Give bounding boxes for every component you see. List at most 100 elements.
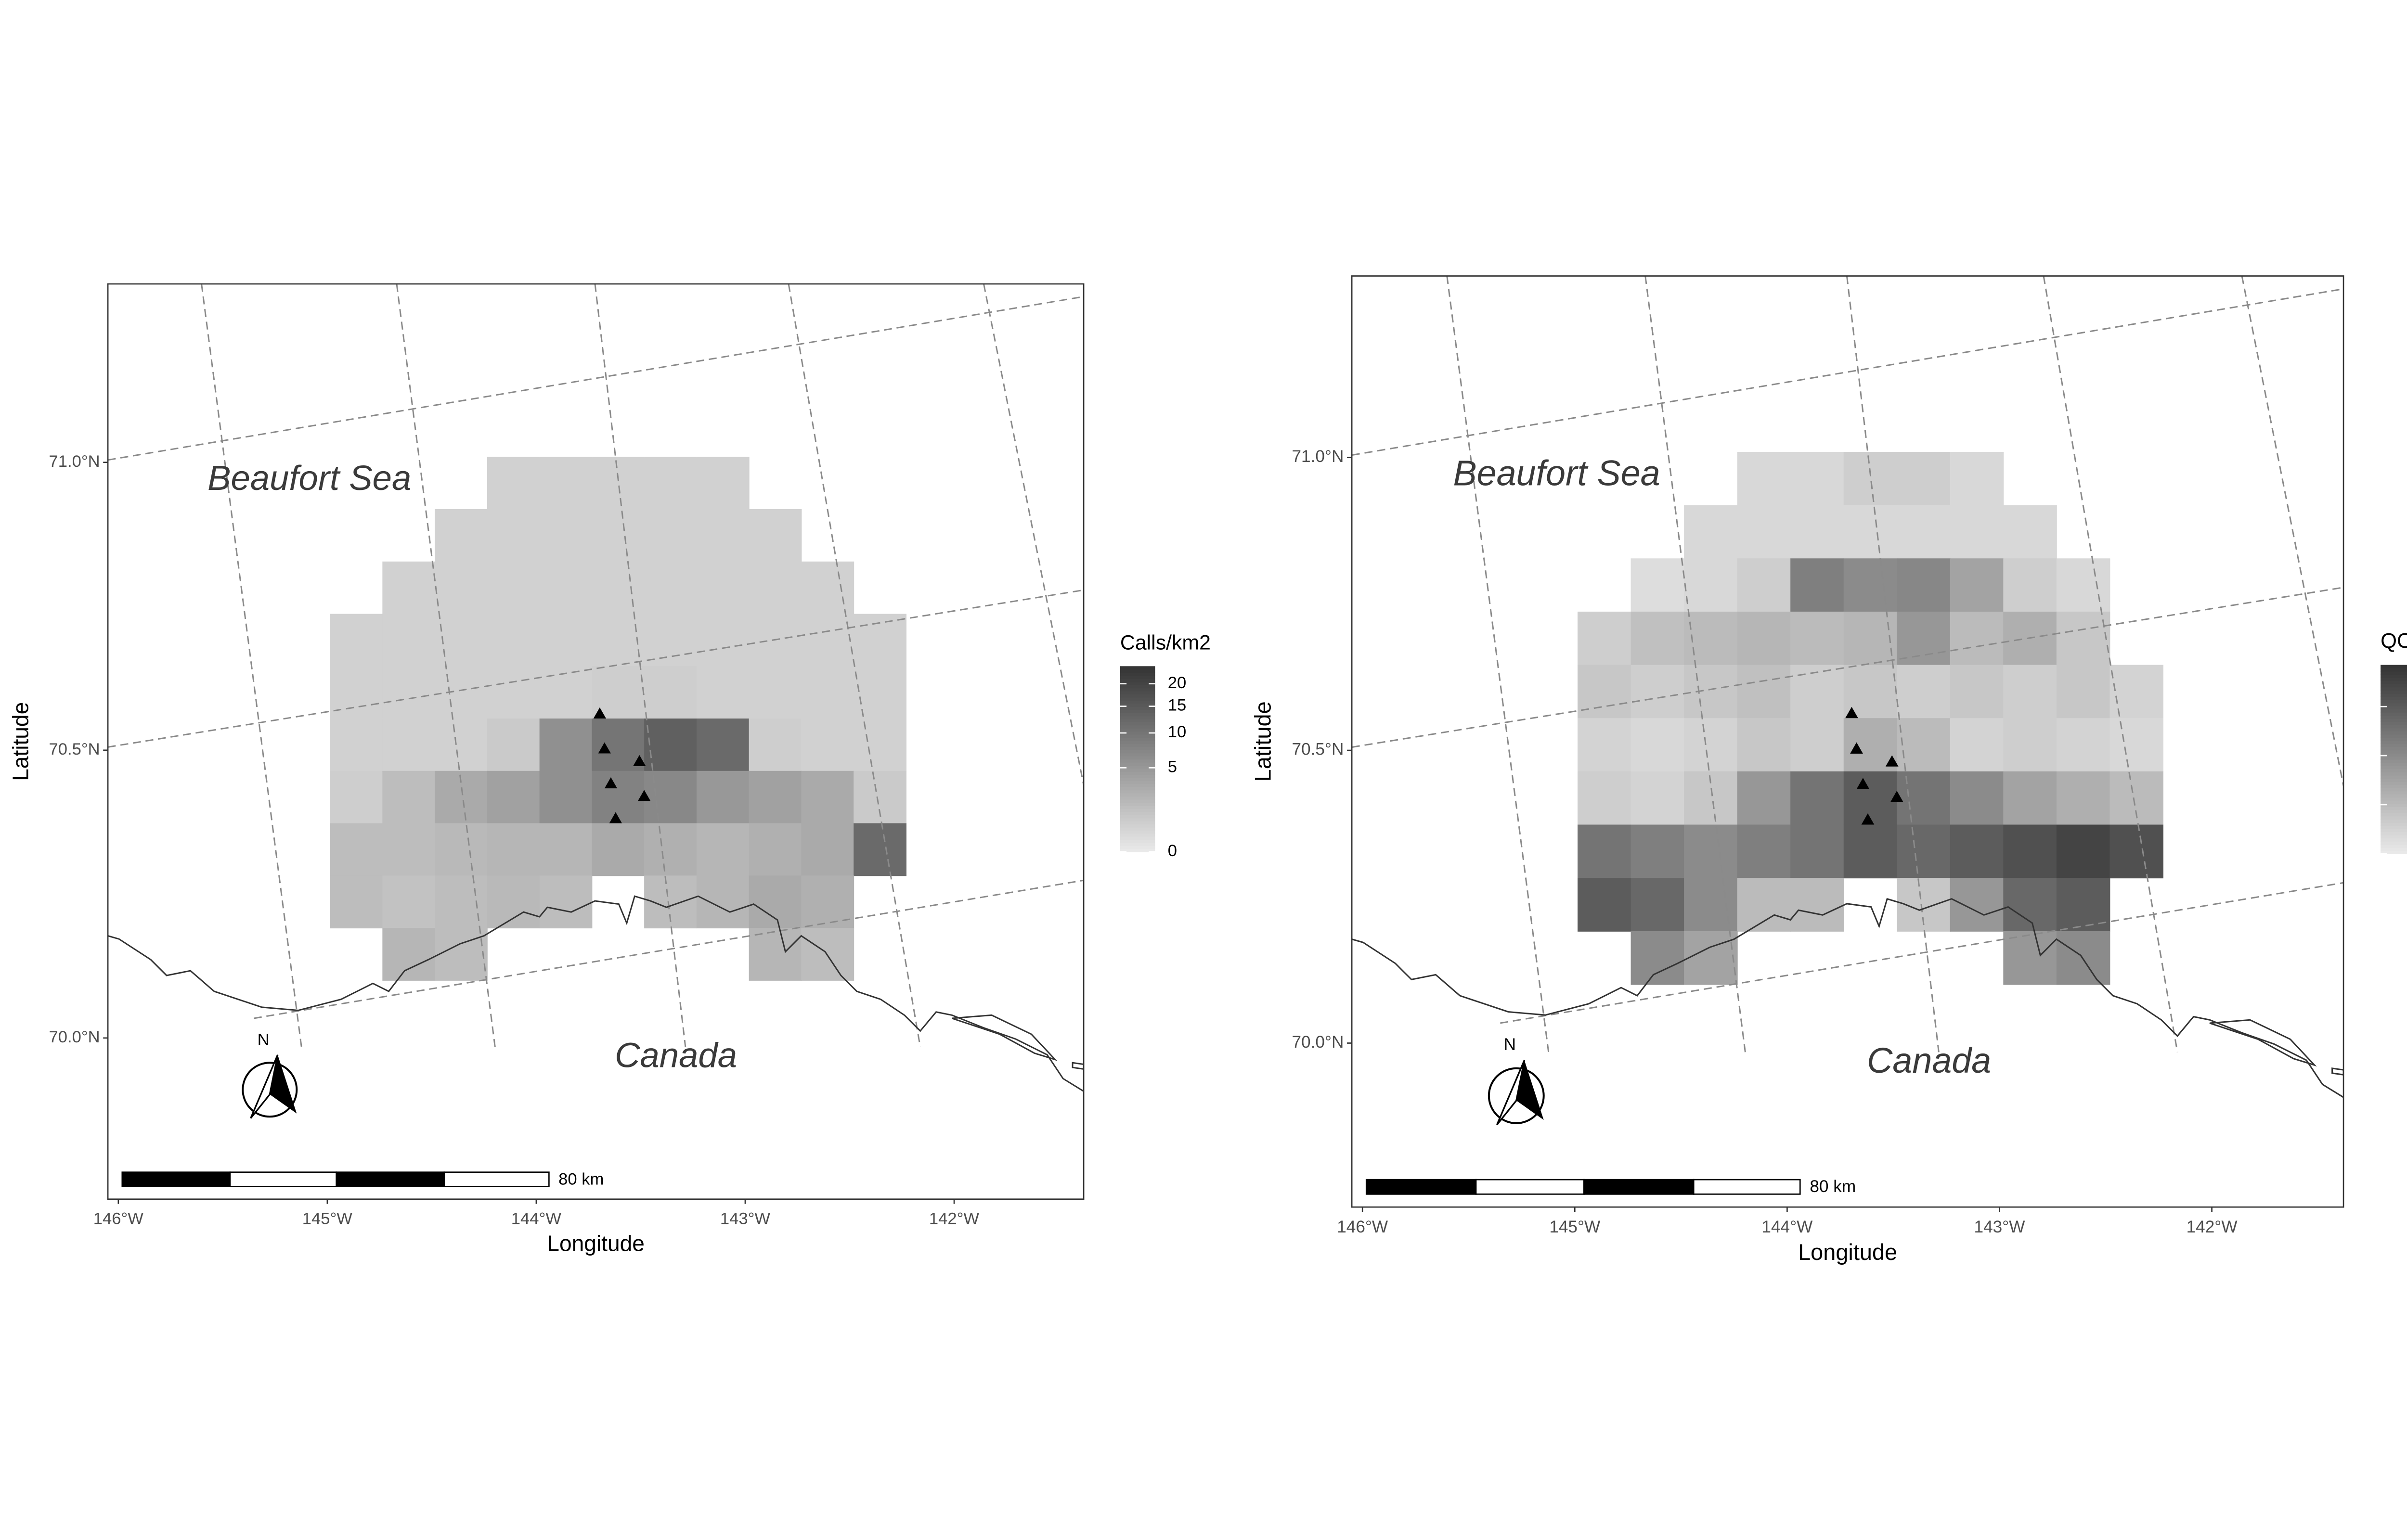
raster-cell [854, 666, 906, 719]
raster-cell [1578, 771, 1631, 825]
raster-cell [2109, 824, 2163, 879]
y-tick-label: 71.0°N [49, 452, 100, 471]
raster-cell [592, 561, 645, 615]
raster-cell [539, 457, 593, 510]
raster-cell [2003, 771, 2057, 825]
legend-gradient [1120, 842, 1155, 847]
raster-cell [1843, 611, 1898, 666]
raster-cell [696, 666, 750, 719]
legend-gradient [2381, 703, 2407, 706]
raster-cell [592, 823, 645, 876]
legend-gradient [2381, 844, 2407, 848]
raster-cell [2003, 505, 2057, 559]
legend-gradient [2381, 832, 2407, 835]
legend-gradient [1120, 697, 1155, 701]
y-axis-title: Latitude [8, 702, 33, 781]
x-tick-label: 145°W [1549, 1218, 1601, 1236]
legend-tick-label: 20 [1168, 674, 1186, 692]
legend-gradient [2381, 775, 2407, 779]
raster-cell [487, 561, 540, 615]
raster-cell [2056, 771, 2110, 825]
legend-gradient [2381, 819, 2407, 823]
legend-gradient [2381, 822, 2407, 826]
raster-cell [330, 719, 383, 771]
legend-gradient [2381, 690, 2407, 694]
raster-cell [1790, 878, 1844, 932]
legend-gradient [2381, 746, 2407, 751]
raster-cell [801, 666, 854, 719]
raster-cell [1843, 505, 1898, 559]
legend-gradient [2381, 794, 2407, 798]
raster-cell [330, 614, 383, 667]
legend-gradient [2381, 784, 2407, 788]
raster-cell [1897, 505, 1951, 559]
raster-cell [1631, 718, 1685, 772]
legend-gradient [2381, 781, 2407, 785]
legend-tick-label: 10 [1168, 723, 1186, 741]
raster-cell [1790, 824, 1844, 879]
legend-gradient [1120, 681, 1155, 685]
raster-cell [1790, 611, 1844, 666]
legend-gradient [1120, 768, 1155, 772]
raster-cell [1950, 505, 2004, 559]
y-tick-label: 71.0°N [1292, 447, 1344, 466]
raster-cell [1631, 824, 1685, 879]
raster-cell [2109, 665, 2163, 719]
raster-cell [749, 509, 802, 562]
legend-gradient [1120, 786, 1155, 791]
map-panel: 146°W 145°W 144°W 143°W 142°W 70.0°N 70.5°N 71.… [8, 284, 1211, 1256]
raster-cell [1684, 558, 1738, 612]
x-tick-label: 144°W [511, 1210, 562, 1228]
raster-cell [1737, 451, 1791, 506]
legend-gradient [1120, 712, 1155, 717]
legend-gradient [2381, 753, 2407, 757]
raster-cell [1684, 931, 1738, 985]
raster-cell [1737, 505, 1791, 559]
legend-gradient [2381, 762, 2407, 766]
legend-gradient [2381, 841, 2407, 845]
raster-cell [435, 509, 488, 562]
raster-cell [1631, 931, 1685, 985]
legend-gradient [1120, 721, 1155, 726]
raster-cell [487, 719, 540, 771]
legend-gradient [2381, 693, 2407, 697]
legend-gradient [1120, 746, 1155, 750]
legend-gradient [1120, 706, 1155, 710]
raster-cell [1843, 451, 1898, 506]
x-tick-label: 145°W [302, 1210, 353, 1228]
north-label: N [258, 1030, 270, 1049]
raster-cell [1737, 611, 1791, 666]
legend-gradient [1120, 808, 1155, 812]
raster-cell [644, 823, 697, 876]
raster-cell [1897, 558, 1951, 612]
legend-gradient [2381, 838, 2407, 842]
scale-bar-label: 80 km [1810, 1177, 1856, 1196]
panel-border [1351, 275, 2344, 1208]
raster-cell [330, 666, 383, 719]
legend-gradient [2381, 677, 2407, 681]
raster-cell [435, 928, 488, 981]
legend-gradient [1120, 753, 1155, 757]
raster-cell [2003, 824, 2057, 879]
raster-cell [487, 614, 540, 667]
raster-cell [382, 928, 436, 981]
raster-cell [749, 719, 802, 771]
legend-gradient [1120, 694, 1155, 698]
legend-gradient [2381, 759, 2407, 763]
x-axis-title: Longitude [1798, 1240, 1897, 1265]
raster-cell [539, 875, 593, 929]
legend-gradient [2381, 712, 2407, 716]
raster-cell [435, 823, 488, 876]
raster-cell [1631, 878, 1685, 932]
raster-cell [696, 561, 750, 615]
raster-cell [382, 823, 436, 876]
raster-cell [487, 509, 540, 562]
raster-cell [1684, 824, 1738, 879]
legend-gradient [2381, 806, 2407, 810]
legend-gradient [1120, 796, 1155, 800]
raster-cell [696, 875, 750, 929]
legend-tick-label: 15 [1168, 696, 1186, 715]
legend-gradient [1120, 827, 1155, 831]
legend-gradient [2381, 834, 2407, 839]
legend-title: QCD [2381, 629, 2407, 653]
